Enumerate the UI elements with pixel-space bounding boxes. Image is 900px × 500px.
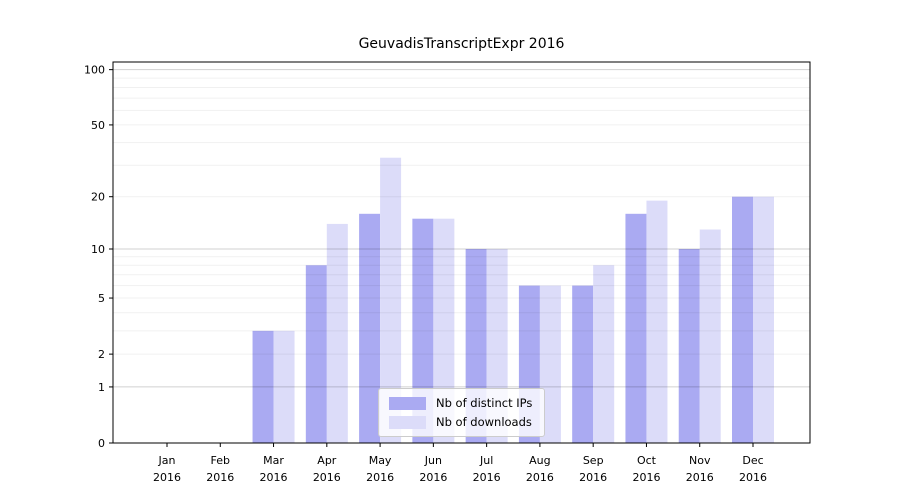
legend-label-distinct-ips: Nb of distinct IPs [436,396,533,410]
x-tick-label-year-jun: 2016 [419,471,447,484]
plot-frame [112,61,811,444]
bar-distinct-ips-oct [625,213,647,443]
bar-distinct-ips-mar [252,330,274,443]
bar-distinct-ips-may [359,213,381,443]
x-tick-label-month-aug: Aug [529,454,550,467]
legend-item-distinct-ips: Nb of distinct IPs [389,396,536,411]
x-tick-label-year-mar: 2016 [260,471,288,484]
chart-title: GeuvadisTranscriptExpr 2016 [358,36,565,52]
bar-downloads-apr [326,223,348,443]
x-tick-label-year-nov: 2016 [686,471,714,484]
x-tick-label-year-dec: 2016 [739,471,767,484]
x-tick-label-month-jan: Jan [158,454,176,467]
legend-swatch-distinct-ips [389,396,426,410]
legend: Nb of distinct IPs Nb of downloads [378,388,545,437]
x-tick-label-month-sep: Sep [583,454,604,467]
y-tick-label-2: 2 [98,348,105,361]
x-tick-label-year-jul: 2016 [473,471,501,484]
x-tick-label-month-jun: Jun [424,454,442,467]
x-tick-label-year-apr: 2016 [313,471,341,484]
bar-downloads-mar [273,330,295,443]
bar-distinct-ips-sep [572,285,594,443]
bar-distinct-ips-nov [678,249,700,443]
x-tick-label-year-jan: 2016 [153,471,181,484]
bar-downloads-sep [593,265,615,443]
bar-downloads-dec [753,196,774,443]
legend-swatch-downloads [389,415,426,429]
x-tick-label-month-mar: Mar [263,454,284,467]
y-tick-label-20: 20 [91,191,105,204]
x-tick-label-year-feb: 2016 [206,471,234,484]
bar-downloads-may [380,157,402,443]
legend-item-downloads: Nb of downloads [389,415,536,430]
bar-downloads-nov [699,229,721,443]
bar-downloads-oct [646,200,668,443]
x-tick-label-month-dec: Dec [742,454,763,467]
x-tick-label-month-jul: Jul [479,454,493,467]
bar-distinct-ips-dec [732,196,753,443]
bar-downloads-jun [433,218,455,443]
x-tick-label-month-apr: Apr [317,454,337,467]
y-tick-label-10: 10 [91,243,105,256]
bar-downloads-aug [539,285,561,443]
x-tick-label-year-oct: 2016 [632,471,660,484]
y-tick-label-50: 50 [91,119,105,132]
y-tick-label-0: 0 [98,437,105,450]
x-tick-label-month-feb: Feb [211,454,230,467]
y-tick-label-5: 5 [98,292,105,305]
bar-distinct-ips-jun [412,218,434,443]
x-tick-label-year-may: 2016 [366,471,394,484]
x-tick-label-year-aug: 2016 [526,471,554,484]
x-tick-label-month-oct: Oct [637,454,657,467]
y-tick-label-1: 1 [98,381,105,394]
y-tick-label-100: 100 [84,64,105,77]
bar-distinct-ips-apr [305,265,327,443]
x-tick-label-month-may: May [369,454,392,467]
x-tick-label-month-nov: Nov [689,454,711,467]
legend-label-downloads: Nb of downloads [436,415,532,429]
x-tick-label-year-sep: 2016 [579,471,607,484]
